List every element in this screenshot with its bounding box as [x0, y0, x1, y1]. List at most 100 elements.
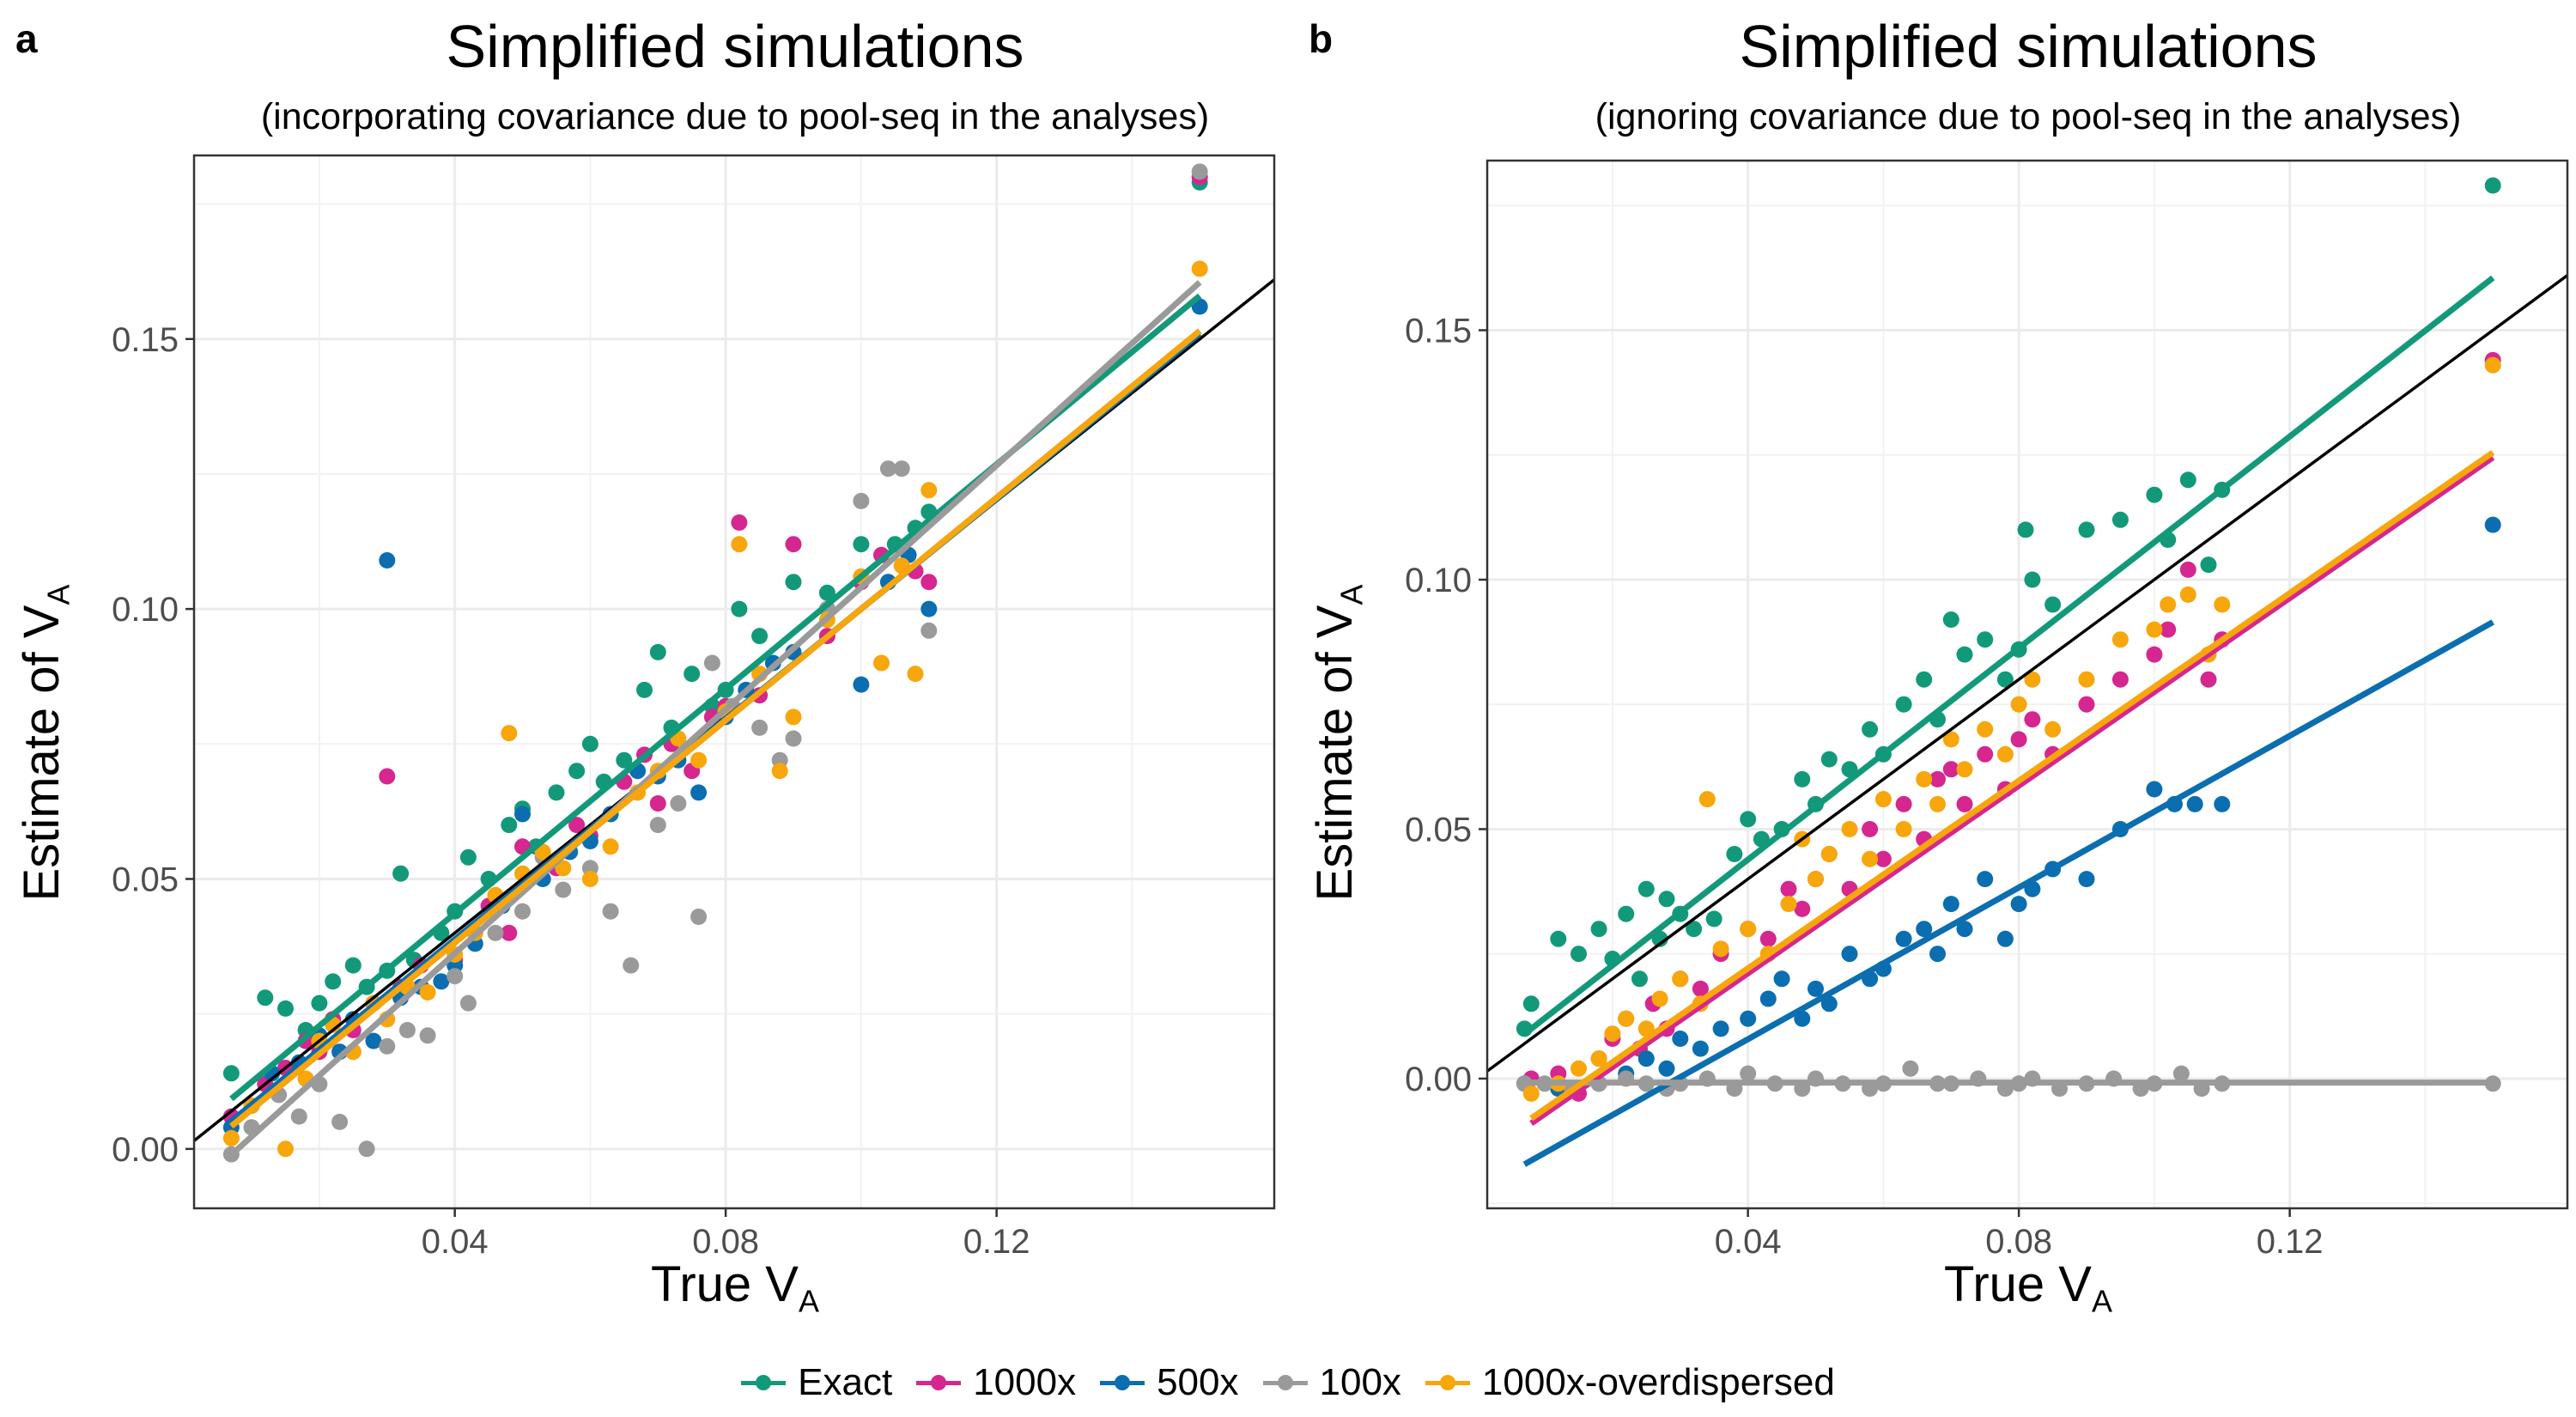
panel-b-chart: 0.04 0.08 0.12 0.00 0.05 0.10 0.15 [1405, 159, 2569, 1261]
panel-a-point-exact [785, 574, 802, 591]
panel-b-point-exact [1862, 721, 1879, 738]
panel-b-point-1000x [2024, 711, 2041, 728]
panel-a-point-1000x-overdispersed [277, 1140, 294, 1158]
panel-a-point-100x [447, 968, 464, 985]
panel-b-point-1000x-overdispersed [1712, 940, 1729, 958]
panel-a-x-tick-label: 0.08 [692, 1223, 759, 1261]
panel-b-point-exact [1658, 891, 1675, 908]
legend: Exact 1000x 500x 100x 1000x-overdispersed [0, 1361, 2576, 1404]
panel-b-point-1000x-overdispersed [1942, 731, 1959, 748]
panel-a-point-100x [751, 719, 769, 736]
panel-a-point-exact [853, 536, 870, 553]
panel-a-point-exact [616, 751, 633, 769]
panel-a-point-1000x [920, 574, 938, 591]
panel-b-point-exact [2078, 521, 2095, 538]
panel-b-fit-line-1000x-overdispersed [1529, 449, 2495, 1122]
panel-b-point-exact [1996, 671, 2014, 688]
panel-a-point-exact [581, 735, 598, 752]
panel-a-point-100x [290, 1108, 307, 1125]
panel-a-point-exact [222, 1065, 240, 1082]
panel-a-y-tick-label: 0.15 [112, 321, 179, 359]
panel-a-point-500x [690, 784, 708, 801]
panel-a-point-1000x-overdispersed [920, 482, 938, 499]
panel-b-point-500x [1841, 946, 1858, 963]
panel-a-point-1000x-overdispersed [602, 838, 619, 855]
panel-a-x-tick-label: 0.12 [963, 1223, 1030, 1261]
panel-a-point-100x [331, 1113, 349, 1130]
panel-a-x-axis-label-subscript: A [798, 1283, 819, 1319]
panel-b-point-500x [1807, 980, 1824, 997]
legend-item-500x: 500x [1100, 1361, 1239, 1404]
panel-a-point-1000x [501, 924, 518, 941]
panel-a-letter: a [15, 16, 38, 61]
panel-b-point-500x [1637, 1050, 1655, 1067]
legend-label: 500x [1157, 1361, 1239, 1403]
panel-a-point-exact [751, 628, 769, 645]
panel-b-point-exact [1942, 611, 1959, 628]
panel-b-point-1000x [1794, 900, 1811, 917]
panel-b-point-1000x-overdispersed [1740, 921, 1757, 938]
panel-a-point-1000x-overdispersed [771, 763, 788, 780]
panel-b-point-1000x-overdispersed [1590, 1050, 1607, 1067]
panel-a-point-100x [459, 994, 477, 1012]
panel-b-point-exact [1550, 930, 1567, 947]
panel-b-point-1000x-overdispersed [1977, 721, 1994, 738]
panel-b-x-tick-label: 0.08 [1985, 1223, 2052, 1261]
panel-b-point-1000x [2200, 671, 2217, 688]
legend-key-point [1277, 1375, 1293, 1390]
panel-b-point-500x [2078, 871, 2095, 888]
panel-a-point-1000x [379, 768, 396, 785]
legend-label: 100x [1319, 1361, 1401, 1403]
panel-b-point-1000x-overdispersed [2146, 621, 2163, 638]
panel-b-point-1000x-overdispersed [2024, 671, 2041, 688]
panel-a-y-tick-label: 0.00 [112, 1131, 179, 1169]
panel-b-plot-area [1487, 177, 2567, 1167]
panel-b-point-500x [1794, 1010, 1811, 1027]
panel-b-x-axis-label-subscript: A [2091, 1283, 2112, 1319]
panel-a-point-500x [433, 973, 450, 990]
panel-b-point-exact [1820, 751, 1838, 768]
legend-key-exact [741, 1370, 787, 1396]
panel-a-point-exact [683, 666, 701, 683]
panel-b-point-1000x-overdispersed [1522, 1085, 1540, 1102]
panel-b-point-500x [1759, 990, 1777, 1007]
panel-a-point-1000x-overdispersed [501, 725, 518, 742]
panel-a-point-100x [602, 903, 619, 920]
panel-a-point-100x [920, 622, 938, 639]
panel-b-point-1000x [2010, 731, 2027, 748]
panel-a-point-1000x-overdispersed [581, 871, 598, 887]
panel-b-point-500x [1977, 871, 1994, 888]
panel-b-title: Simplified simulations [1739, 13, 2318, 80]
panel-a-point-1000x-overdispersed [873, 654, 890, 672]
legend-key-500x [1100, 1370, 1145, 1396]
panel-a-subtitle: (incorporating covariance due to pool-se… [260, 96, 1210, 137]
panel-a-point-500x [920, 600, 938, 617]
panel-b-point-exact [1618, 905, 1635, 922]
panel-a-point-1000x [731, 514, 748, 531]
panel-b-point-1000x-overdispersed [1916, 770, 1933, 788]
panel-b-point-1000x [1977, 745, 1994, 763]
legend-label: Exact [798, 1361, 893, 1403]
panel-a-point-500x [379, 552, 396, 569]
panel-b-point-1000x-overdispersed [1820, 846, 1838, 862]
panel-b-x-axis-label: True VA [1831, 1256, 2226, 1320]
panel-b-point-500x [1740, 1010, 1757, 1027]
panel-b-point-500x [1658, 1060, 1675, 1077]
panel-a-point-500x [365, 1032, 382, 1049]
panel-a-point-exact [459, 848, 477, 866]
legend-item-exact: Exact [741, 1361, 892, 1404]
panel-a-point-exact [344, 957, 361, 974]
legend-item-1000x-overdispersed: 1000x-overdispersed [1425, 1361, 1835, 1404]
panel-b-point-500x [1692, 1040, 1709, 1057]
panel-a-point-exact [501, 817, 518, 834]
panel-a-point-1000x-overdispersed [907, 666, 924, 683]
panel-b-fit-line-500x [1522, 619, 2494, 1167]
panel-b-point-1000x-overdispersed [1604, 1025, 1621, 1043]
panel-b-point-500x [1773, 970, 1790, 988]
panel-b-point-exact [1631, 970, 1648, 988]
panel-b-point-exact [1590, 921, 1607, 938]
legend-key-point [1439, 1375, 1455, 1390]
panel-a-point-exact [311, 994, 328, 1012]
panel-a-point-100x [649, 817, 666, 834]
panel-b-point-1000x-overdispersed [1807, 871, 1824, 888]
